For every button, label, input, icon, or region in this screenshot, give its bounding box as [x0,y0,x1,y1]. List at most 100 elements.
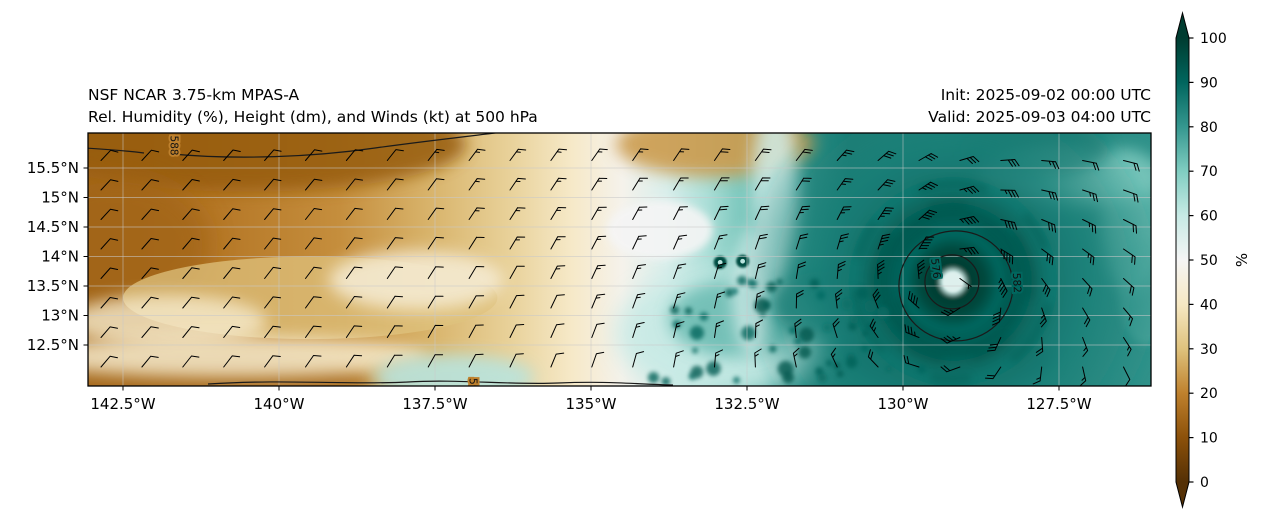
wind-barb [836,178,854,191]
wind-barb [1123,160,1140,172]
wind-barb [959,278,972,290]
wind-barb [427,354,444,368]
wind-barb [1035,337,1044,357]
wind-barb [832,318,840,338]
wind-barb [345,178,363,191]
wind-barb [468,353,484,368]
wind-barb [591,177,608,191]
wind-barb [877,179,896,191]
init-time: Init: 2025-09-02 00:00 UTC [940,86,1151,104]
wind-barb [386,295,403,309]
storm-spiral-texture [851,180,1055,384]
height-contour-576 [924,254,980,310]
wind-barb [632,293,646,309]
convective-speckle [860,343,870,353]
convective-speckle [748,279,758,289]
wind-barb [877,207,894,220]
wind-barb [959,185,980,194]
x-tick-label: 142.5°W [90,395,155,413]
wind-barb [754,262,767,279]
wind-barb [1032,366,1043,385]
wind-barb [836,233,849,250]
convective-speckle [733,376,740,384]
colorbar-tick-label: 70 [1200,164,1218,180]
convective-speckle [690,365,704,379]
wind-barb [904,324,920,338]
wind-barb [591,148,608,161]
wind-barb [223,178,241,191]
wind-barb [918,153,939,161]
wind-barb [795,289,804,309]
convective-speckle [862,331,868,336]
convective-speckle [763,301,771,309]
rh-field-group: 588 590 576 582 [88,133,1151,386]
convective-speckle [815,367,824,376]
wind-barb [795,233,809,250]
wind-barb [591,293,606,309]
wind-barb [427,266,444,279]
wind-barb [264,266,282,279]
wind-barb [427,324,444,338]
y-tick-label: 13°N [41,307,79,325]
wind-barb [305,149,323,161]
wind-barb [468,324,484,338]
wind-barb [1123,189,1139,203]
wind-barb [141,355,159,368]
wind-barb [100,238,119,250]
convective-speckle [777,360,794,377]
wind-barb [345,149,364,161]
wind-barb [632,322,645,338]
wind-barb [223,208,241,220]
wind-barb [264,355,281,368]
wind-barb [509,177,526,191]
height-contour-582 [898,230,1014,342]
convective-speckle [699,312,709,321]
wind-barb [509,236,526,250]
wind-barb [550,207,567,220]
wind-barb [345,354,363,368]
convective-speckle [692,347,698,354]
wind-barb [100,149,119,161]
convective-speckle [876,306,890,320]
wind-barb [754,290,765,309]
convective-speckle [798,327,814,343]
wind-barb [1082,248,1095,266]
wind-barb [872,288,881,309]
colorbar-tick-label: 40 [1200,297,1218,313]
wind-barb [509,294,525,309]
wind-barb [632,206,648,220]
convective-speckle [737,275,747,286]
convective-speckle [836,370,844,378]
convective-speckle [826,359,833,367]
wind-barb [1041,219,1057,233]
convective-speckle [661,377,671,386]
convective-speckle [670,305,679,315]
wind-barb [987,337,1002,352]
convective-speckle [647,372,660,384]
wind-barb [632,177,648,191]
wind-barb [940,335,961,344]
wind-barb [386,354,403,368]
wind-barb [1082,307,1091,328]
wind-barb [386,178,404,191]
wind-barb [869,318,879,338]
y-tick-label: 14°N [41,248,79,266]
wind-barb [754,205,770,220]
convective-speckle [886,366,892,372]
wind-barb [992,307,1002,326]
wind-barb [867,349,879,368]
wind-barb [1041,160,1060,170]
wind-barb [141,326,159,338]
y-tick-label: 12.5°N [27,336,79,354]
wind-barb [386,266,404,279]
x-tick-label: 135°W [566,395,617,413]
wind-barb [1000,189,1019,198]
convective-speckle [850,315,859,324]
colorbar-tick-label: 100 [1200,31,1227,47]
wind-barb [959,216,980,225]
wind-barb [386,325,403,338]
wind-barb [673,321,685,338]
wind-barb [427,295,444,309]
